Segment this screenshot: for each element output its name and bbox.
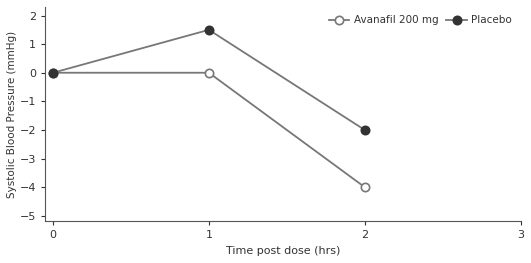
X-axis label: Time post dose (hrs): Time post dose (hrs)	[226, 246, 340, 256]
Placebo	[50, 71, 56, 74]
Placebo	[205, 28, 212, 31]
Line: Avanafil 200 mg: Avanafil 200 mg	[49, 69, 369, 191]
Avanafil 200 mg	[362, 186, 368, 189]
Avanafil 200 mg	[50, 71, 56, 74]
Placebo	[362, 128, 368, 132]
Legend: Avanafil 200 mg, Placebo: Avanafil 200 mg, Placebo	[326, 12, 516, 28]
Y-axis label: Systolic Blood Pressure (mmHg): Systolic Blood Pressure (mmHg)	[7, 31, 17, 198]
Avanafil 200 mg	[205, 71, 212, 74]
Line: Placebo: Placebo	[49, 26, 369, 134]
